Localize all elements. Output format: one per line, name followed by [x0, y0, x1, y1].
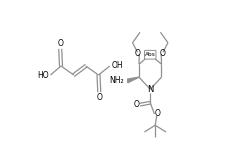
Text: O: O — [155, 109, 161, 118]
Text: OH: OH — [112, 61, 123, 70]
Text: O: O — [97, 93, 103, 102]
FancyBboxPatch shape — [144, 50, 156, 59]
Text: Abs: Abs — [145, 52, 156, 57]
Text: HO: HO — [37, 70, 49, 80]
Polygon shape — [128, 77, 139, 83]
Text: O: O — [134, 100, 140, 109]
Text: O: O — [160, 49, 166, 58]
Text: O: O — [58, 39, 63, 48]
Text: O: O — [135, 49, 140, 58]
Text: NH₂: NH₂ — [109, 76, 124, 85]
Text: N: N — [147, 85, 153, 94]
